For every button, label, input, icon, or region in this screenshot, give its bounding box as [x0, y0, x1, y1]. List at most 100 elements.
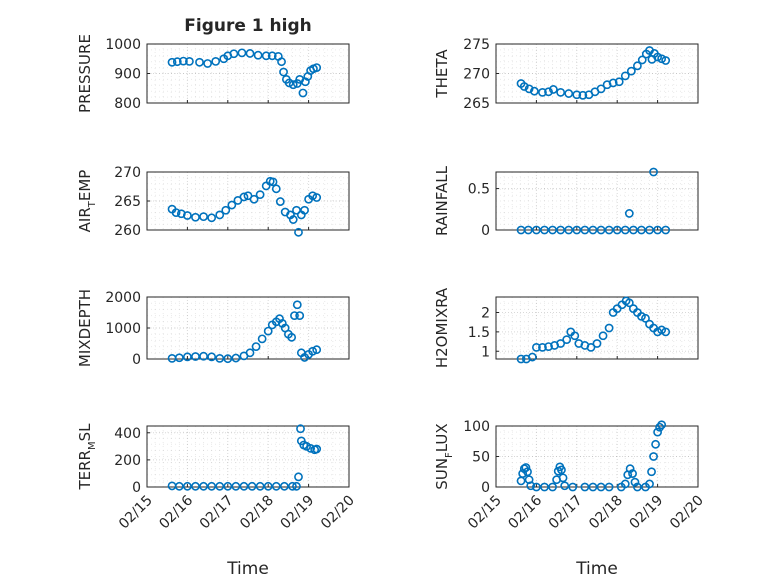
data-point — [523, 225, 533, 235]
data-point — [215, 210, 225, 220]
data-point — [312, 345, 322, 355]
y-axis-label-subscript: F — [444, 452, 455, 458]
data-point — [239, 481, 249, 491]
data-point — [284, 78, 294, 88]
y-axis-label-part: SUN — [433, 458, 451, 490]
data-point — [548, 85, 558, 94]
data-point — [649, 452, 658, 461]
y-tick-label: 0 — [481, 223, 490, 239]
data-point — [178, 56, 188, 66]
data-point — [267, 51, 277, 61]
data-point — [653, 225, 662, 235]
data-point — [544, 342, 553, 351]
data-point — [562, 335, 572, 345]
data-point — [287, 332, 297, 342]
data-point — [540, 482, 549, 492]
data-point — [592, 339, 602, 348]
y-tick-label: 1000 — [105, 37, 141, 53]
data-point — [532, 342, 541, 352]
data-point — [292, 205, 301, 215]
data-point — [227, 200, 237, 210]
y-tick-label: 270 — [114, 165, 141, 181]
x-tick-label: 02/15 — [465, 493, 505, 533]
data-point — [598, 331, 608, 341]
data-point — [295, 311, 305, 320]
x-tick-label: 02/20 — [318, 493, 358, 533]
data-point — [614, 77, 624, 87]
data-point — [538, 87, 547, 97]
data-point — [195, 57, 204, 67]
subplot-2: 265 270 275 THETA — [433, 37, 699, 112]
data-point — [199, 351, 208, 361]
data-point — [628, 225, 638, 235]
plot-area — [495, 171, 699, 231]
y-axis-label-part: MIXDEPTH — [76, 289, 94, 367]
data-point — [620, 71, 630, 81]
y-tick-label: 0 — [132, 480, 141, 496]
data-point — [570, 331, 580, 341]
data-point — [596, 225, 606, 235]
data-point — [523, 467, 532, 477]
subplot-7: 0 200 400 TERRMSL 02/15 02/16 02/17 02/18 02/19 0… — [76, 423, 358, 579]
data-point — [255, 190, 265, 200]
x-axis-label: Time — [226, 559, 269, 579]
data-point — [588, 225, 598, 235]
x-tick-label: 02/16 — [505, 492, 545, 532]
data-point — [572, 90, 582, 100]
data-point — [271, 481, 281, 491]
y-axis-label-part: EMP — [76, 170, 94, 201]
data-point — [182, 352, 192, 362]
data-point — [271, 184, 281, 194]
data-point — [203, 59, 212, 68]
y-tick-label: 260 — [114, 223, 141, 239]
data-point — [637, 225, 646, 235]
y-tick-label: 2000 — [105, 290, 141, 306]
data-point — [298, 88, 308, 98]
subplot-1: 800 900 1000 PRESSURE Figure 1 high — [76, 16, 350, 113]
data-point — [174, 481, 184, 491]
data-point — [279, 481, 289, 491]
data-point — [524, 84, 534, 94]
y-tick-label: 265 — [463, 96, 490, 112]
data-point — [645, 479, 654, 489]
plot-area — [146, 43, 350, 104]
data-point — [294, 227, 303, 237]
y-tick-label: 265 — [114, 194, 141, 210]
data-point — [207, 352, 217, 362]
x-tick-label: 02/15 — [116, 493, 156, 533]
data-point — [277, 57, 286, 67]
data-point — [661, 327, 671, 337]
y-tick-label: 270 — [463, 67, 490, 83]
y-axis-label: SUNFLUX — [433, 423, 455, 489]
y-axis-label: MIXDEPTH — [76, 289, 94, 367]
data-point — [268, 177, 278, 187]
data-point — [612, 225, 622, 235]
data-point — [255, 481, 265, 491]
data-point — [521, 463, 531, 472]
y-axis-label-part: AIR — [76, 207, 94, 232]
y-tick-label: 0 — [132, 352, 141, 368]
data-point — [306, 443, 316, 453]
chart-title: Figure 1 high — [184, 16, 312, 36]
data-point — [538, 342, 547, 352]
data-point — [199, 212, 208, 222]
data-point — [604, 323, 614, 333]
data-point — [171, 208, 181, 217]
data-point — [578, 90, 588, 100]
data-point — [548, 482, 557, 492]
data-point — [275, 197, 285, 206]
data-point — [312, 193, 322, 202]
data-point — [185, 57, 194, 66]
y-axis-label-part: RAINFALL — [433, 165, 451, 236]
data-point — [247, 481, 257, 491]
data-point — [223, 354, 233, 364]
data-point — [292, 481, 301, 491]
y-tick-label: 200 — [114, 453, 141, 469]
data-point — [580, 225, 590, 235]
data-point — [649, 167, 658, 177]
data-point — [288, 481, 297, 491]
y-axis-label: RAINFALL — [433, 165, 451, 236]
data-point — [174, 353, 184, 363]
y-axis-label: H2OMIXRA — [433, 287, 451, 368]
x-tick-label: 02/20 — [667, 493, 707, 533]
